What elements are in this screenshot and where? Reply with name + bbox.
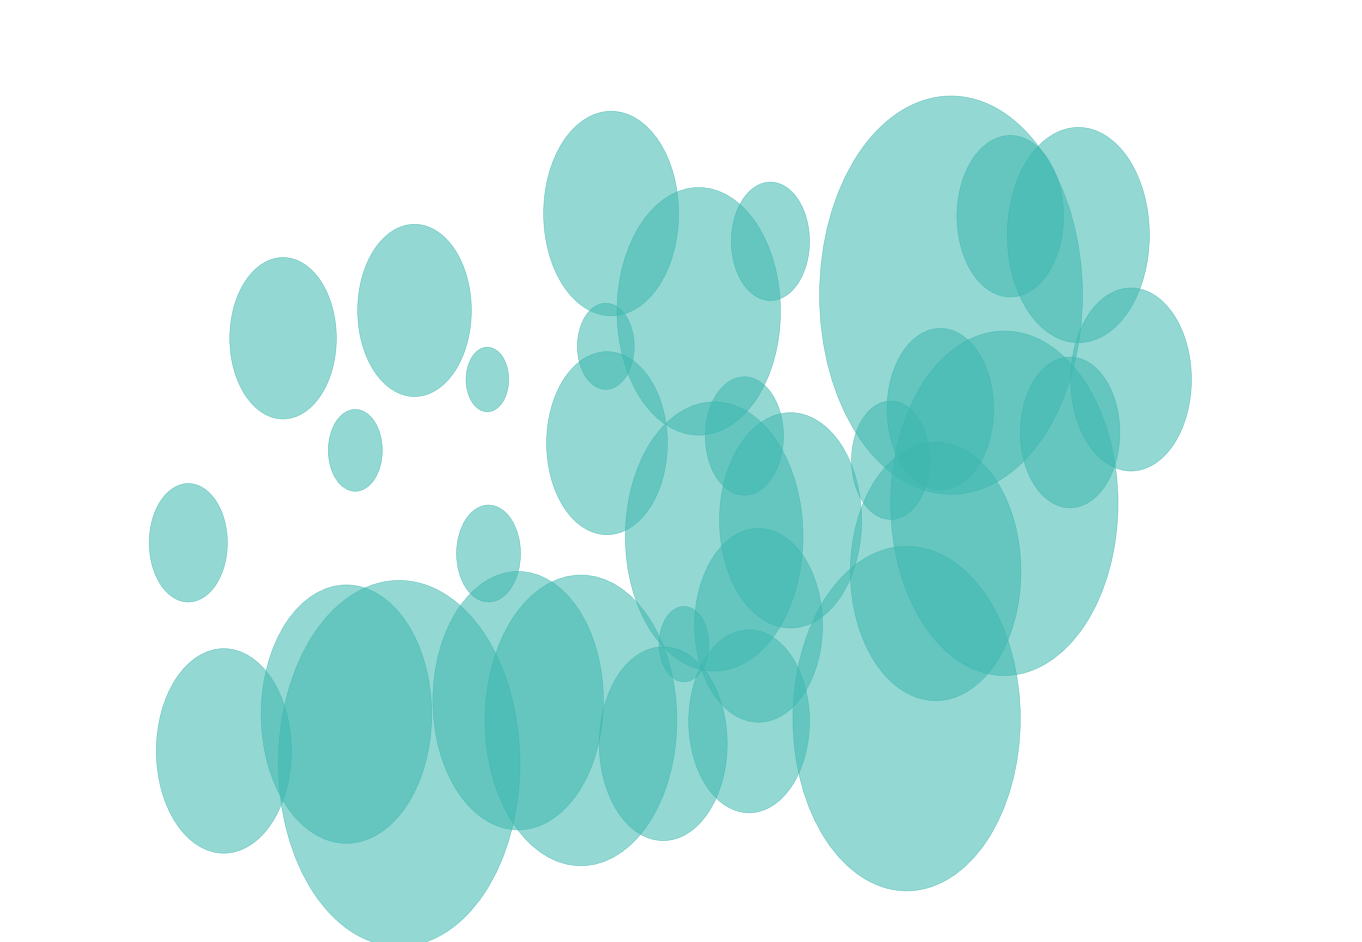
Circle shape: [891, 331, 1118, 675]
Circle shape: [957, 136, 1064, 297]
Circle shape: [1008, 127, 1150, 343]
Circle shape: [150, 483, 227, 602]
Circle shape: [706, 377, 783, 495]
Circle shape: [793, 546, 1020, 891]
Circle shape: [617, 187, 780, 435]
Circle shape: [719, 413, 862, 628]
Circle shape: [887, 329, 994, 490]
Circle shape: [546, 351, 667, 535]
Circle shape: [731, 182, 809, 300]
Circle shape: [851, 401, 930, 519]
Circle shape: [466, 348, 508, 412]
Circle shape: [262, 585, 432, 843]
Circle shape: [456, 505, 520, 602]
Circle shape: [157, 649, 291, 853]
Circle shape: [433, 572, 603, 830]
Circle shape: [230, 257, 336, 419]
Circle shape: [278, 580, 520, 942]
Circle shape: [1071, 288, 1192, 471]
Circle shape: [820, 96, 1083, 495]
Circle shape: [599, 647, 727, 840]
Circle shape: [328, 410, 383, 492]
Circle shape: [485, 575, 677, 866]
Circle shape: [358, 224, 471, 397]
Circle shape: [689, 630, 809, 813]
Circle shape: [543, 111, 678, 316]
Circle shape: [577, 303, 635, 389]
Circle shape: [625, 402, 804, 671]
Circle shape: [659, 607, 708, 682]
Circle shape: [695, 528, 823, 723]
Circle shape: [1020, 357, 1120, 508]
Circle shape: [850, 443, 1022, 701]
